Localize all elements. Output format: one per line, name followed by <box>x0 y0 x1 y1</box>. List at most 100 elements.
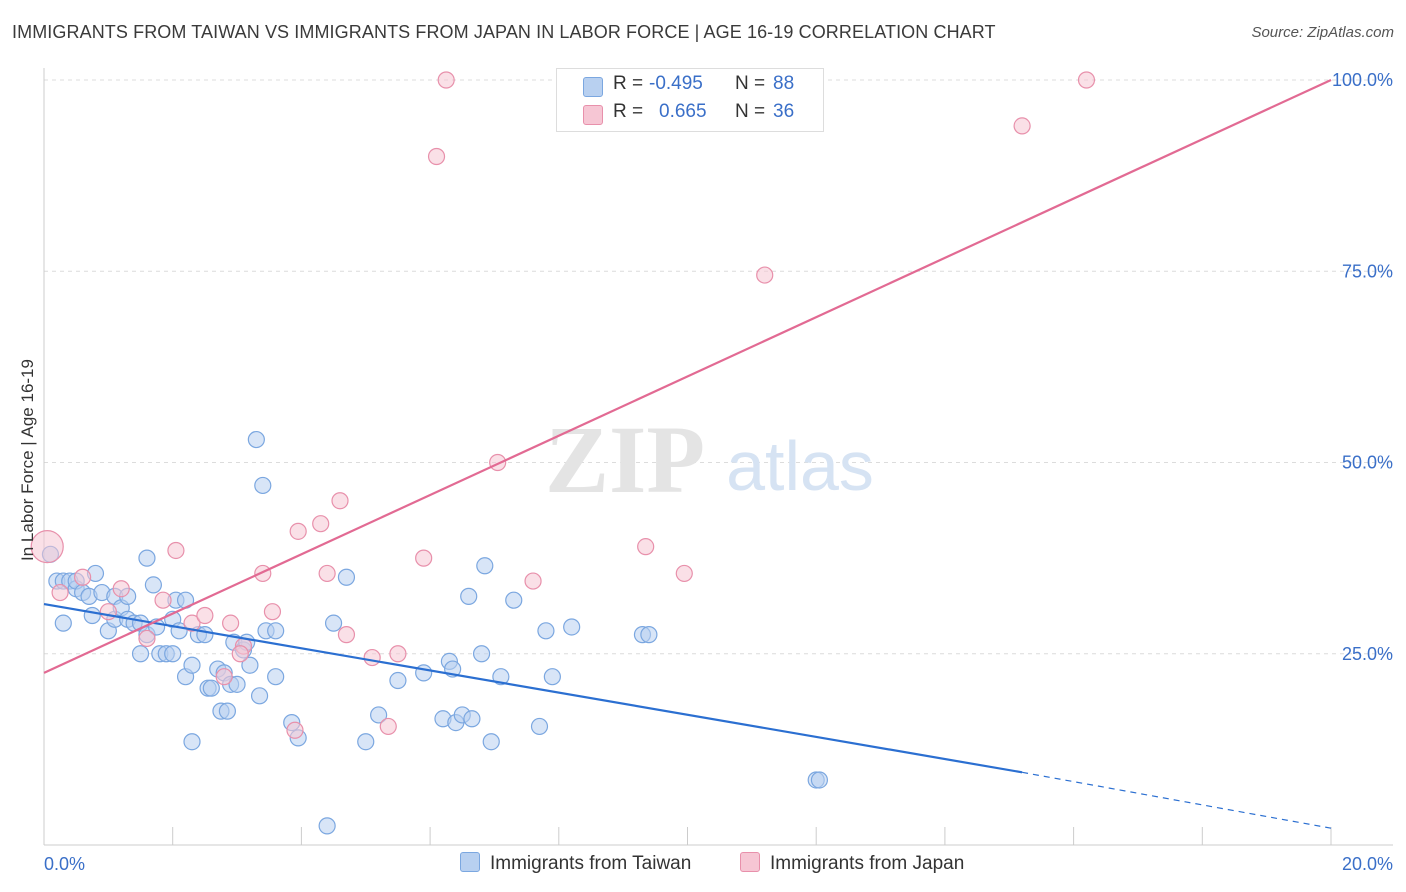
taiwan-point <box>530 717 549 736</box>
legend-swatch-japan <box>583 105 603 125</box>
chart-title: IMMIGRANTS FROM TAIWAN VS IMMIGRANTS FRO… <box>12 22 996 42</box>
japan-point <box>1077 71 1096 89</box>
bottom-legend-swatch-taiwan <box>460 852 480 872</box>
japan-point <box>524 572 542 590</box>
y-tick-label: 50.0% <box>1342 453 1393 473</box>
y-axis-label: In Labor Force | Age 16-19 <box>18 359 37 561</box>
japan-point <box>167 541 185 560</box>
y-tick-label: 75.0% <box>1342 261 1393 281</box>
japan-point <box>389 645 407 663</box>
watermark-zip: ZIP <box>545 406 705 513</box>
taiwan-point <box>337 568 356 586</box>
taiwan-point <box>138 549 156 567</box>
legend-r-label: R = <box>613 73 644 94</box>
taiwan-point <box>476 557 494 575</box>
japan-point <box>756 266 774 284</box>
x-tick-label-left: 0.0% <box>44 854 85 874</box>
legend-n-label: N = <box>735 73 766 94</box>
taiwan-point <box>267 622 285 640</box>
taiwan-point <box>164 645 182 663</box>
taiwan-point <box>810 771 829 789</box>
taiwan-point <box>460 587 478 605</box>
legend-r-label: R = <box>613 101 644 122</box>
japan-point <box>312 515 330 533</box>
taiwan-point <box>472 645 491 663</box>
taiwan-point <box>370 706 388 724</box>
taiwan-point <box>318 817 336 835</box>
japan-point <box>263 603 282 621</box>
taiwan-point <box>144 576 162 594</box>
taiwan-point <box>357 733 375 751</box>
taiwan-point <box>267 668 285 686</box>
japan-point <box>1013 117 1031 135</box>
y-tick-labels: 25.0% 50.0% 75.0% 100.0% <box>1332 70 1393 664</box>
taiwan-point <box>389 671 407 690</box>
japan-point <box>363 648 381 667</box>
taiwan-point <box>54 614 72 632</box>
taiwan-point <box>131 645 150 663</box>
taiwan-point <box>250 687 269 705</box>
taiwan-point <box>492 668 510 686</box>
japan-point <box>289 522 307 540</box>
legend-r-value: 0.665 <box>659 101 707 122</box>
y-tick-label: 25.0% <box>1342 644 1393 664</box>
japan-point <box>286 721 304 739</box>
taiwan-point <box>183 656 201 674</box>
legend-swatch-taiwan <box>583 77 603 97</box>
gridlines <box>44 79 1393 655</box>
trend-lines <box>43 79 1332 829</box>
taiwan-point <box>254 476 272 495</box>
legend-n-value: 88 <box>773 73 795 94</box>
japan-point <box>215 668 233 686</box>
taiwan-point <box>183 733 201 751</box>
taiwan-point <box>482 733 500 751</box>
japan-point <box>379 717 397 736</box>
x-tick-label-right: 20.0% <box>1342 854 1393 874</box>
bottom-legend-label-taiwan: Immigrants from Taiwan <box>490 853 692 874</box>
legend-n-label: N = <box>735 101 766 122</box>
taiwan-point <box>247 430 265 449</box>
japan-point <box>318 564 336 583</box>
taiwan-point <box>228 675 246 693</box>
japan-point <box>30 530 64 564</box>
japan-point <box>337 626 356 644</box>
japan-point <box>231 645 249 663</box>
y-tick-label: 100.0% <box>1332 70 1393 90</box>
taiwan-point <box>563 618 581 636</box>
legend-r-value: -0.495 <box>649 73 703 94</box>
stats-legend: R = -0.495 N = 88 R = 0.665 N = 36 <box>556 68 824 132</box>
axes <box>43 68 1393 846</box>
japan-point <box>154 591 172 609</box>
japan-point <box>51 583 69 602</box>
japan-point <box>415 549 433 567</box>
taiwan-point <box>218 702 236 720</box>
japan-point <box>675 564 693 583</box>
taiwan-point <box>202 679 220 697</box>
bottom-legend-swatch-japan <box>740 852 760 872</box>
taiwan-point <box>83 606 101 625</box>
japan-trend-line <box>43 79 1332 674</box>
japan-point <box>74 568 92 586</box>
taiwan-point <box>324 614 343 632</box>
japan-point <box>427 147 446 166</box>
taiwan-point <box>640 626 658 644</box>
japan-point <box>196 606 214 625</box>
watermark-atlas: atlas <box>726 427 874 505</box>
legend-n-value: 36 <box>773 101 795 122</box>
japan-point <box>437 71 455 89</box>
japan-point <box>222 614 240 632</box>
bottom-legend-taiwan: Immigrants from Taiwan <box>460 852 691 875</box>
bottom-legend-japan: Immigrants from Japan <box>740 852 964 875</box>
japan-point <box>99 603 117 621</box>
japan-point <box>112 580 130 598</box>
japan-point <box>254 564 272 583</box>
source-label: Source: ZipAtlas.com <box>1251 24 1394 41</box>
taiwan-point <box>505 591 523 609</box>
taiwan-trend-extension <box>1022 771 1332 829</box>
taiwan-point <box>241 656 259 674</box>
series-japan-points <box>30 71 1096 739</box>
taiwan-trend-line <box>43 602 1023 774</box>
japan-point <box>138 629 156 648</box>
taiwan-point <box>543 668 561 686</box>
